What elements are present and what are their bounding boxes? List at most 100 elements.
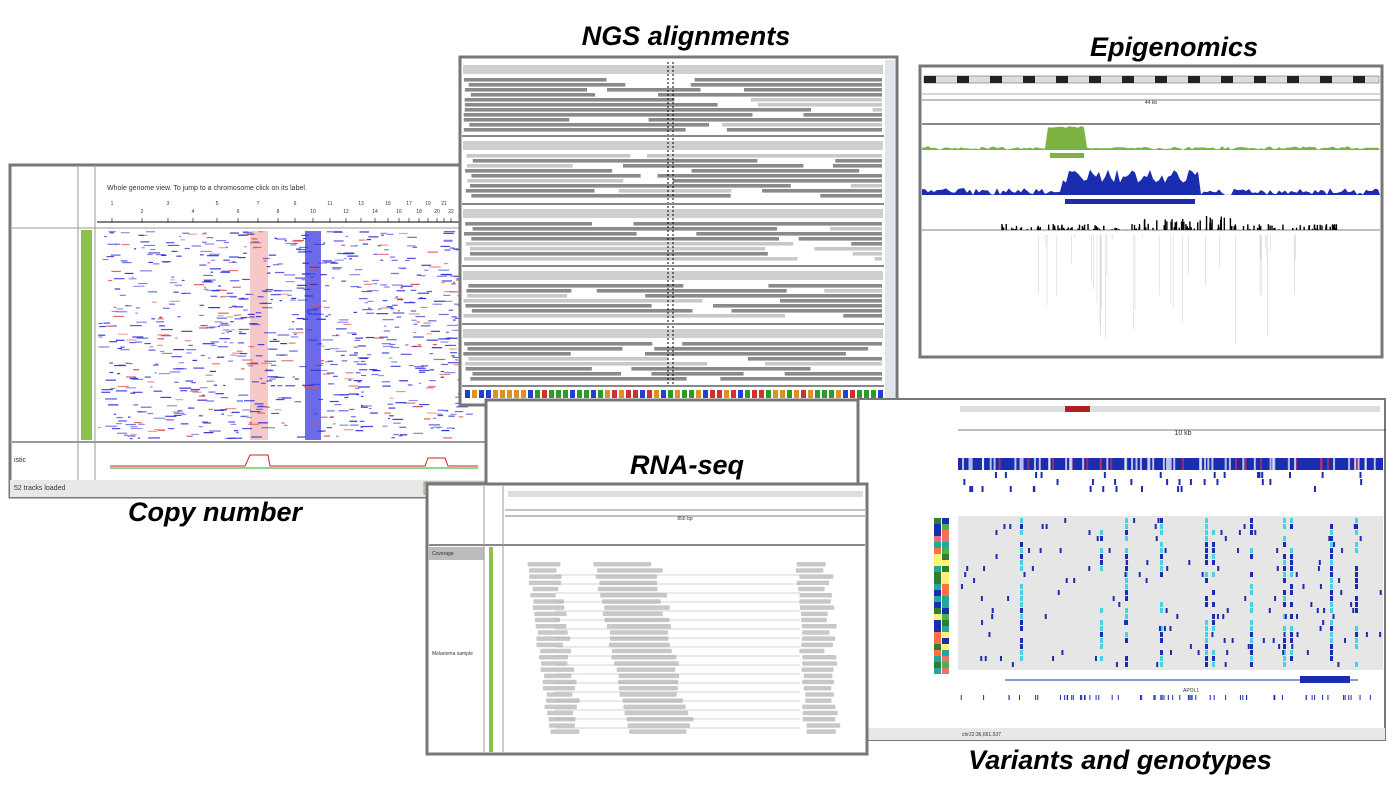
variant-tick bbox=[1357, 458, 1360, 470]
genotype bbox=[1290, 650, 1293, 655]
variant-tick bbox=[1287, 458, 1290, 470]
heatmap-cell bbox=[371, 373, 379, 376]
genotype bbox=[1205, 542, 1208, 547]
heatmap-cell bbox=[229, 321, 234, 323]
signal-bar bbox=[1030, 227, 1033, 230]
heatmap-cell bbox=[420, 275, 426, 277]
read bbox=[463, 78, 607, 82]
heatmap-cell bbox=[236, 400, 244, 402]
heatmap-cell bbox=[169, 300, 181, 302]
heatmap-cell bbox=[400, 267, 407, 270]
heatmap-cell bbox=[340, 354, 345, 356]
variant-tick bbox=[1033, 458, 1036, 470]
heatmap-cell bbox=[373, 337, 384, 339]
sequence-base bbox=[465, 390, 470, 398]
read bbox=[743, 88, 882, 92]
heatmap-cell bbox=[173, 348, 185, 351]
genotype bbox=[1100, 548, 1103, 553]
heatmap-cell bbox=[359, 369, 368, 371]
read bbox=[801, 667, 834, 672]
read bbox=[463, 232, 637, 236]
heatmap-cell bbox=[395, 296, 398, 298]
variant-tick bbox=[1373, 458, 1376, 470]
heatmap-cell bbox=[148, 252, 160, 254]
heatmap-cell bbox=[265, 406, 271, 408]
signal-bar bbox=[1313, 224, 1316, 230]
read bbox=[471, 194, 731, 198]
read bbox=[472, 227, 777, 231]
read bbox=[802, 704, 836, 710]
snp bbox=[983, 695, 985, 700]
variant-tick bbox=[998, 458, 1001, 470]
variant-row bbox=[1257, 472, 1260, 478]
genotype bbox=[1100, 620, 1103, 625]
gene-label: APOL1 bbox=[1183, 688, 1199, 694]
heatmap-cell bbox=[433, 358, 446, 361]
heatmap-cell bbox=[309, 267, 316, 270]
genotype bbox=[1205, 662, 1208, 667]
genotype bbox=[1205, 632, 1208, 637]
heatmap-cell bbox=[125, 423, 136, 426]
heatmap-cell bbox=[437, 409, 444, 411]
genotype bbox=[1157, 518, 1160, 523]
heatmap-cell bbox=[337, 252, 347, 255]
heatmap-cell bbox=[264, 332, 276, 334]
heatmap-cell bbox=[149, 346, 154, 348]
heatmap-cell bbox=[147, 430, 158, 432]
variant-tick bbox=[1038, 458, 1041, 470]
variant-row bbox=[1360, 479, 1363, 485]
genotype bbox=[1379, 632, 1382, 637]
caption: NGS alignments bbox=[582, 21, 791, 51]
genotype bbox=[984, 656, 987, 661]
genotype bbox=[1020, 656, 1023, 661]
genotype bbox=[1290, 632, 1293, 637]
heatmap-cell bbox=[437, 427, 440, 429]
signal-bar bbox=[1063, 228, 1065, 230]
read bbox=[765, 362, 882, 366]
heatmap-cell bbox=[323, 306, 330, 309]
heatmap-cell bbox=[219, 338, 230, 340]
sequence-base bbox=[829, 390, 834, 398]
genotype bbox=[1124, 572, 1127, 577]
heatmap-cell bbox=[381, 381, 390, 383]
signal-bar bbox=[1164, 219, 1166, 230]
heatmap-cell bbox=[347, 255, 359, 257]
heatmap-cell bbox=[277, 397, 286, 399]
heatmap-cell bbox=[216, 317, 227, 319]
snp bbox=[1239, 695, 1241, 700]
heatmap-cell bbox=[349, 354, 358, 356]
heatmap-cell bbox=[150, 386, 153, 388]
heatmap-cell bbox=[316, 318, 326, 320]
heatmap-cell bbox=[132, 391, 143, 393]
sequence-base bbox=[843, 390, 848, 398]
read bbox=[532, 586, 559, 592]
heatmap-cell bbox=[261, 290, 267, 292]
read bbox=[731, 309, 882, 313]
signal-bar bbox=[1199, 220, 1201, 230]
read bbox=[801, 617, 827, 623]
snp bbox=[1281, 695, 1283, 700]
read bbox=[463, 113, 753, 117]
signal-bar bbox=[1249, 228, 1251, 230]
heatmap-cell bbox=[356, 363, 367, 365]
read bbox=[466, 154, 631, 158]
heatmap-cell bbox=[447, 362, 460, 364]
sequence-base bbox=[731, 390, 736, 398]
snp bbox=[1172, 695, 1174, 700]
heatmap-cell bbox=[368, 307, 371, 309]
signal-track bbox=[922, 126, 1380, 150]
read bbox=[618, 189, 732, 193]
signal-bar bbox=[1163, 225, 1165, 230]
heatmap-cell bbox=[197, 399, 208, 401]
signal-bar bbox=[1175, 221, 1178, 230]
ideogram-band bbox=[1188, 76, 1200, 83]
read bbox=[540, 667, 575, 672]
heatmap-cell bbox=[392, 418, 404, 421]
heatmap-cell bbox=[301, 279, 314, 281]
genotype bbox=[1283, 590, 1286, 595]
signal-bar bbox=[1015, 225, 1018, 230]
heatmap-cell bbox=[397, 299, 404, 301]
heatmap-cell bbox=[418, 297, 427, 300]
heatmap-cell bbox=[269, 340, 280, 342]
sample-attr bbox=[942, 656, 949, 662]
